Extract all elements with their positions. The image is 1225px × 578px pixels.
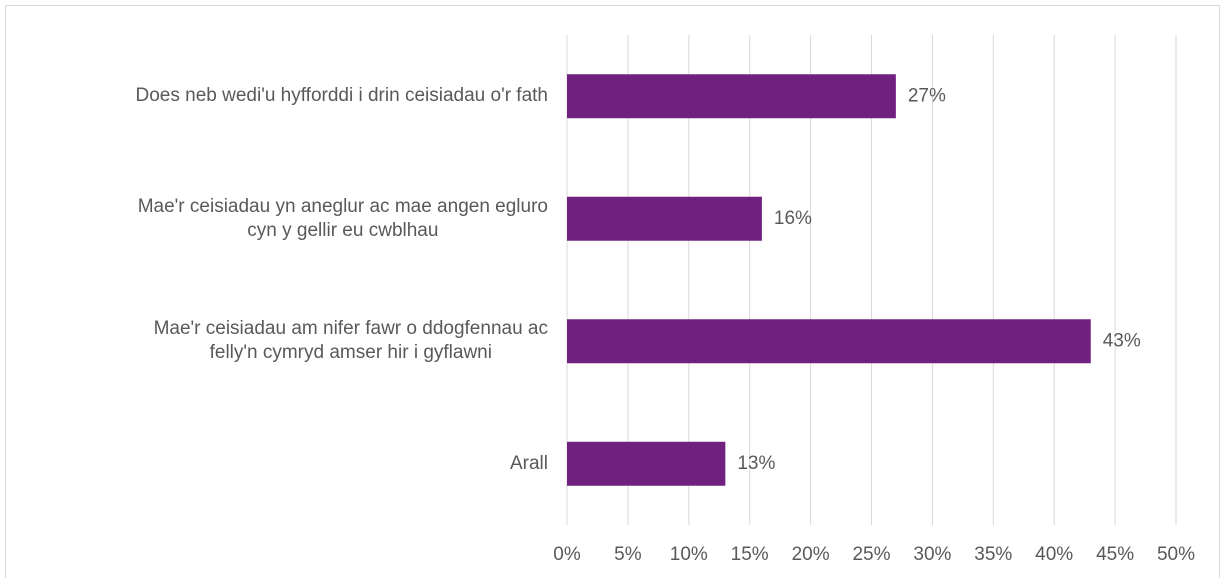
x-tick-label: 0% [553,544,581,565]
x-tick-label: 30% [913,544,951,565]
bar [567,74,896,119]
x-tick-label: 15% [731,544,769,565]
data-label: 13% [737,453,775,474]
data-label: 27% [908,85,946,106]
data-label: 43% [1103,330,1141,351]
y-tick-label: Mae'r ceisiadau yn aneglur ac mae angen … [137,195,548,241]
x-tick-label: 20% [792,544,830,565]
data-label: 16% [774,208,812,229]
bar [567,319,1091,364]
y-tick-label: Arall [509,452,548,474]
y-tick-label: Does neb wedi'u hyfforddi i drin ceisiad… [135,85,548,107]
y-tick-label: Mae'r ceisiadau am nifer fawr o ddogfenn… [153,318,548,364]
x-tick-label: 35% [974,544,1012,565]
x-tick-label: 5% [614,544,642,565]
bar [567,196,762,241]
bar [567,441,726,486]
x-tick-label: 45% [1096,544,1134,565]
chart-frame [5,5,1220,578]
x-tick-label: 25% [852,544,890,565]
x-tick-label: 10% [670,544,708,565]
x-tick-label: 40% [1035,544,1073,565]
x-tick-label: 50% [1157,544,1195,565]
